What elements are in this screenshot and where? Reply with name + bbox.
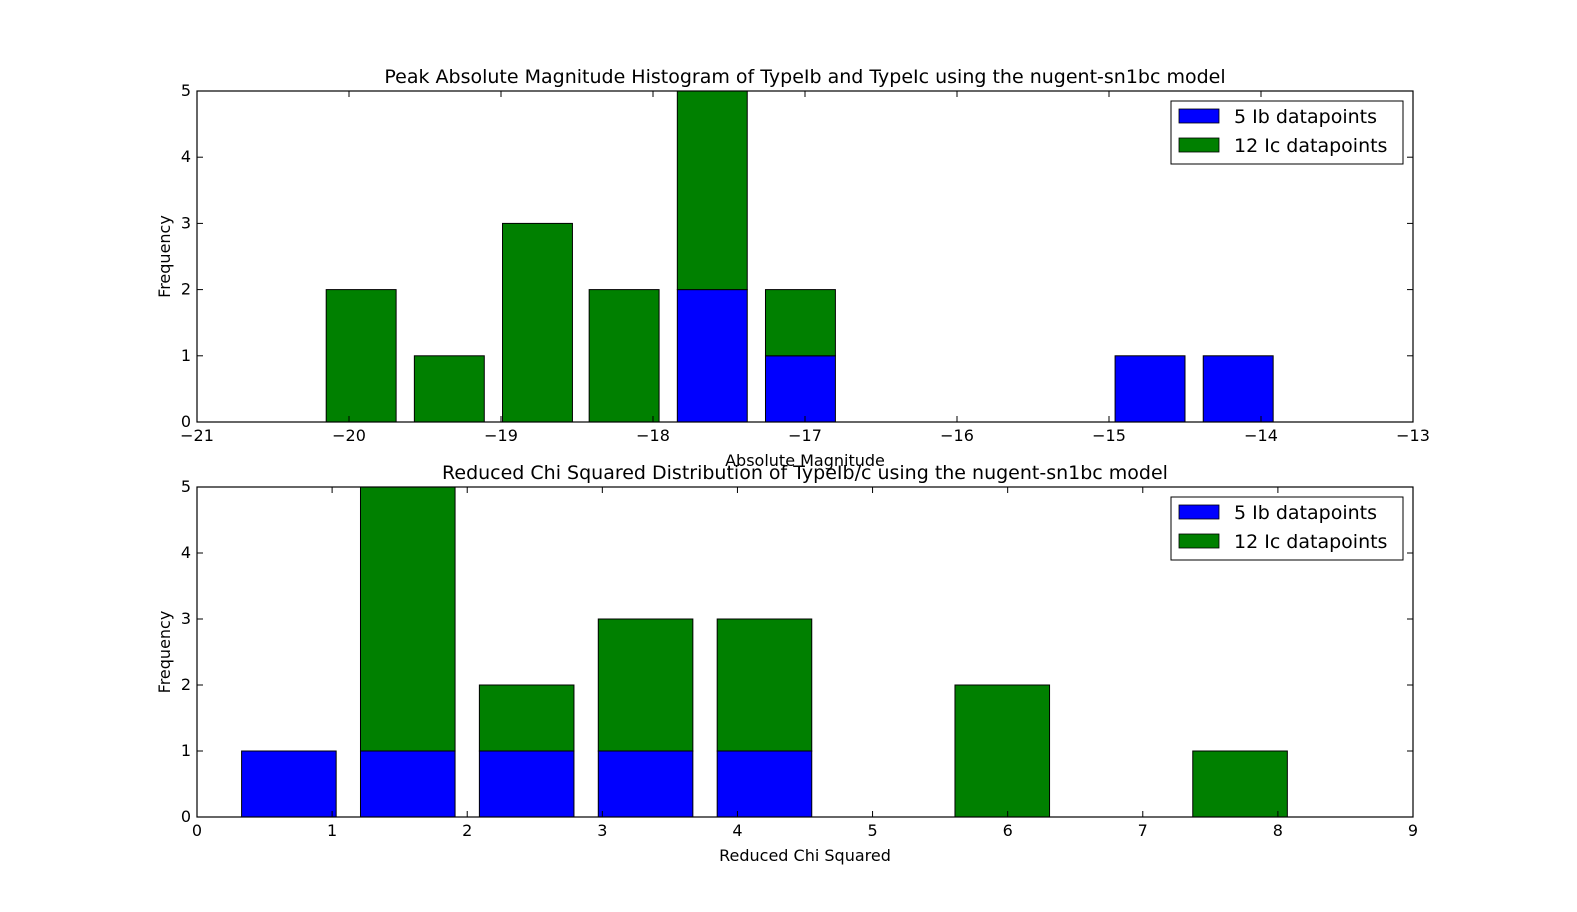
x-tick-label: −17 [788, 426, 822, 445]
bar-ib-1 [359, 750, 456, 818]
bar-ib-4 [716, 750, 813, 818]
x-tick-label: −13 [1396, 426, 1430, 445]
bar-ic-4 [676, 90, 748, 291]
plot-border [196, 486, 1414, 818]
x-tick-label: 2 [462, 821, 472, 840]
x-tick-label: 9 [1408, 821, 1418, 840]
x-tick-label: −20 [332, 426, 366, 445]
chart-title: Peak Absolute Magnitude Histogram of Typ… [384, 66, 1225, 88]
y-tick-label: 4 [181, 543, 191, 562]
y-axis-label: Frequency [155, 215, 174, 298]
x-tick-label: 3 [597, 821, 607, 840]
bars [325, 90, 1274, 423]
y-tick-label: 1 [181, 346, 191, 365]
y-tick-label: 3 [181, 609, 191, 628]
bar-ic-1 [413, 355, 485, 423]
y-tick-label: 5 [181, 81, 191, 100]
bar-ib-9 [1114, 355, 1186, 423]
x-tick-label: 8 [1273, 821, 1283, 840]
legend: 5 Ib datapoints 12 Ic datapoints [1170, 496, 1404, 561]
x-tick-label: −19 [484, 426, 518, 445]
y-tick-label: 0 [181, 807, 191, 826]
y-tick-label: 3 [181, 213, 191, 232]
bar-ic-2 [478, 684, 575, 752]
x-tick-label: −15 [1092, 426, 1126, 445]
bar-ic-8 [1192, 750, 1288, 818]
bar-ic-4 [716, 618, 813, 752]
bar-ib-2 [478, 750, 575, 818]
bar-ic-5 [764, 289, 836, 357]
histogram-absolute-magnitude: Peak Absolute Magnitude Histogram of Typ… [155, 66, 1430, 470]
legend-label-ib: 5 Ib datapoints [1234, 106, 1377, 128]
legend-label-ic: 12 Ic datapoints [1234, 531, 1387, 553]
x-tick-label: −21 [180, 426, 214, 445]
bar-ic-2 [502, 222, 573, 423]
x-tick-label: 1 [327, 821, 337, 840]
bar-ib-10 [1202, 355, 1274, 423]
legend: 5 Ib datapoints 12 Ic datapoints [1170, 100, 1404, 165]
x-axis-label: Reduced Chi Squared [719, 846, 891, 865]
bars [241, 486, 1288, 818]
legend-swatch-ib [1178, 108, 1220, 124]
histogram-reduced-chi-squared: Reduced Chi Squared Distribution of Type… [155, 462, 1418, 865]
bar-ib-0 [241, 750, 337, 818]
y-tick-label: 2 [181, 280, 191, 299]
bar-ic-1 [359, 486, 456, 752]
bar-ic-3 [597, 618, 694, 752]
bar-ic-0 [325, 289, 397, 423]
x-tick-label: −16 [940, 426, 974, 445]
x-tick-label: 6 [1003, 821, 1013, 840]
y-tick-label: 4 [181, 147, 191, 166]
legend-swatch-ic [1178, 137, 1220, 153]
x-tick-label: 7 [1138, 821, 1148, 840]
legend-label-ib: 5 Ib datapoints [1234, 502, 1377, 524]
bar-ic-3 [588, 289, 660, 423]
x-tick-label: 5 [867, 821, 877, 840]
x-tick-label: 0 [192, 821, 202, 840]
x-tick-label: 4 [732, 821, 742, 840]
bar-ib-5 [764, 355, 836, 423]
legend-label-ic: 12 Ic datapoints [1234, 135, 1387, 157]
legend-swatch-ic [1178, 533, 1220, 549]
x-axis-label: Absolute Magnitude [725, 451, 885, 470]
bar-ib-3 [597, 750, 694, 818]
legend-swatch-ib [1178, 504, 1220, 520]
y-axis-label: Frequency [155, 611, 174, 694]
y-tick-label: 5 [181, 477, 191, 496]
bar-ic-6 [954, 684, 1051, 818]
y-tick-label: 2 [181, 675, 191, 694]
x-tick-label: −14 [1244, 426, 1278, 445]
chart-title: Reduced Chi Squared Distribution of Type… [442, 462, 1168, 484]
axis-ticks: 0 1 2 3 4 5 6 7 8 9 0 1 2 3 4 5 [181, 477, 1418, 840]
bar-ib-4 [676, 289, 748, 423]
y-tick-label: 1 [181, 741, 191, 760]
x-tick-label: −18 [636, 426, 670, 445]
y-tick-label: 0 [181, 412, 191, 431]
axis-ticks: −21 −20 −19 −18 −17 −16 −15 −14 −13 0 1 2 3 4 5 [180, 81, 1430, 445]
